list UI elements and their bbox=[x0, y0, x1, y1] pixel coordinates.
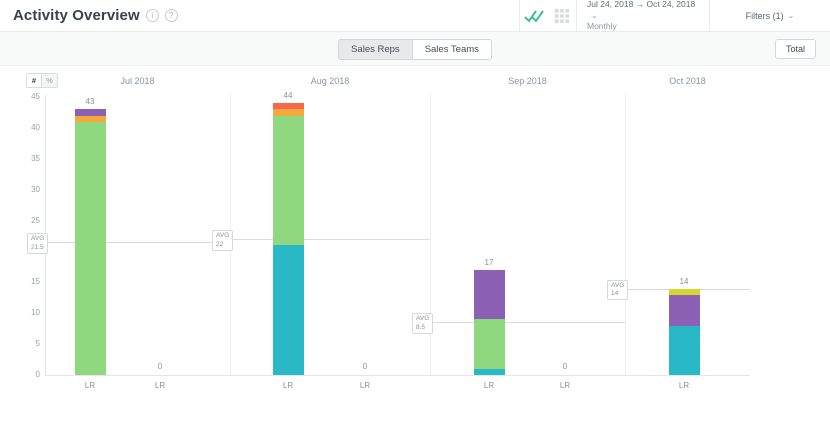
y-axis-label: 10 bbox=[31, 308, 40, 318]
filters-control[interactable]: Filters (1) ⌄ bbox=[709, 0, 830, 32]
y-axis-label: 35 bbox=[31, 153, 40, 163]
date-range-control[interactable]: Jul 24, 2018 → Oct 24, 2018 ⌄ Monthly bbox=[576, 0, 709, 32]
help-icon[interactable]: ? bbox=[164, 9, 178, 22]
bar-segment-emails_sent[interactable] bbox=[74, 121, 106, 375]
total-button[interactable]: Total bbox=[774, 39, 816, 59]
y-axis-label: 0 bbox=[35, 370, 40, 379]
month-label: Sep 2018 bbox=[508, 76, 547, 86]
panel-separator bbox=[430, 95, 431, 375]
bar-segment-notes_taken[interactable] bbox=[473, 269, 505, 320]
bar-value-label: 0 bbox=[562, 362, 568, 371]
date-granularity: Monthly bbox=[587, 21, 617, 32]
month-label: Oct 2018 bbox=[669, 76, 706, 86]
bar-segment-emails_sent[interactable] bbox=[272, 115, 304, 246]
entity-tabs: Sales Reps Sales Teams bbox=[0, 39, 830, 60]
date-range: Jul 24, 2018 → Oct 24, 2018 ⌄ Monthly bbox=[577, 0, 709, 32]
subheader: Sales Reps Sales Teams Total bbox=[0, 32, 830, 66]
x-axis-category-label: LR bbox=[678, 381, 690, 390]
x-axis-line bbox=[45, 375, 750, 376]
bar-segment-notes_taken[interactable] bbox=[668, 294, 700, 326]
bar-segment-appointments_held[interactable] bbox=[272, 109, 304, 116]
average-label: AVG 22 bbox=[212, 230, 234, 251]
y-axis-label: 45 bbox=[31, 92, 40, 101]
y-axis-label: 15 bbox=[31, 277, 40, 287]
view-toggle-group bbox=[519, 0, 576, 32]
filters-button: Filters (1) ⌄ bbox=[710, 11, 830, 21]
bar-segment-calls_made[interactable] bbox=[473, 368, 505, 375]
table-view-icon[interactable] bbox=[548, 6, 576, 26]
bar-value-label: 43 bbox=[85, 97, 95, 107]
y-axis-label: 25 bbox=[31, 215, 40, 225]
bar-value-label: 17 bbox=[484, 257, 494, 267]
average-label: AVG 8.5 bbox=[412, 313, 434, 335]
tab-sales-reps[interactable]: Sales Reps bbox=[338, 39, 412, 60]
average-label: AVG 14 bbox=[607, 279, 629, 301]
percent-toggle-button[interactable]: % bbox=[42, 74, 57, 87]
x-axis-category-label: LR bbox=[483, 381, 495, 390]
unit-toggle: # % bbox=[26, 73, 58, 88]
bar-segment-calls_made[interactable] bbox=[668, 325, 700, 375]
y-axis-label: 5 bbox=[35, 339, 40, 349]
bar-value-label: 44 bbox=[283, 91, 293, 101]
bar-segment-visits[interactable] bbox=[272, 103, 304, 110]
activity-chart: # % 051015202530354045Jul 2018AVG21.5LR4… bbox=[0, 66, 830, 444]
page-title: Activity Overview bbox=[13, 7, 140, 24]
chevron-down-icon: ⌄ bbox=[591, 10, 598, 20]
filters-label: Filters (1) bbox=[745, 10, 784, 21]
month-label: Aug 2018 bbox=[310, 76, 350, 86]
x-axis-category-label: LR bbox=[359, 381, 371, 390]
x-axis-category-label: LR bbox=[154, 381, 166, 390]
bar-segment-notes_taken[interactable] bbox=[74, 109, 106, 116]
average-line bbox=[230, 239, 430, 241]
bar-value-label: 0 bbox=[157, 362, 163, 371]
average-line bbox=[45, 242, 230, 244]
average-label: AVG 21.5 bbox=[27, 233, 49, 255]
chart-view-icon[interactable] bbox=[520, 6, 548, 26]
panel-separator bbox=[625, 95, 626, 375]
bar-segment-emails_sent[interactable] bbox=[473, 319, 505, 369]
x-axis-category-label: LR bbox=[84, 381, 96, 390]
y-axis-label: 30 bbox=[31, 184, 40, 194]
bar-segment-text_messages_sent[interactable] bbox=[668, 288, 700, 295]
average-line bbox=[430, 322, 625, 324]
bar-value-label: 0 bbox=[362, 362, 368, 371]
number-toggle-button[interactable]: # bbox=[27, 74, 42, 87]
date-range-text: Jul 24, 2018 → Oct 24, 2018 bbox=[587, 0, 696, 9]
bar-segment-calls_made[interactable] bbox=[272, 245, 304, 375]
tab-sales-teams[interactable]: Sales Teams bbox=[411, 39, 492, 60]
month-label: Jul 2018 bbox=[120, 76, 155, 86]
chevron-down-icon: ⌄ bbox=[787, 11, 795, 20]
y-axis-label: 40 bbox=[31, 122, 40, 132]
x-axis-category-label: LR bbox=[559, 381, 571, 390]
bar-segment-appointments_held[interactable] bbox=[74, 115, 106, 122]
info-icon[interactable]: i bbox=[145, 9, 159, 22]
bar-value-label: 14 bbox=[679, 276, 689, 286]
header: Activity Overview i ? bbox=[0, 0, 830, 32]
x-axis-category-label: LR bbox=[282, 381, 294, 390]
